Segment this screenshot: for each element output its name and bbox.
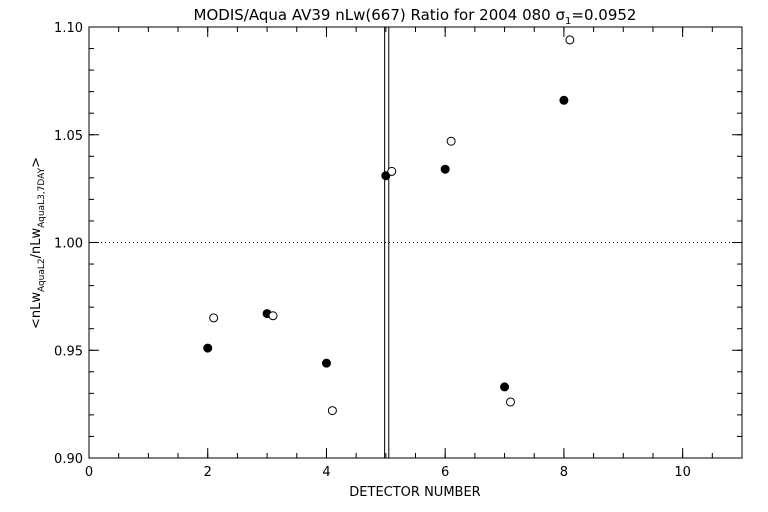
open-point bbox=[565, 35, 575, 45]
y-tick-label: 0.95 bbox=[54, 344, 83, 359]
x-tick-label: 0 bbox=[85, 465, 93, 480]
chart-title-tail: =0.0952 bbox=[571, 6, 636, 24]
y-axis-title: <nLwAquaL2/nLwAquaL3,7DAY> bbox=[29, 157, 47, 329]
y-axis-title-subscript-1: AquaL2 bbox=[37, 258, 47, 292]
filled-point bbox=[440, 164, 450, 174]
y-axis-title-subscript-2: AquaL3,7DAY bbox=[37, 167, 47, 227]
y-tick-label: 0.90 bbox=[54, 452, 83, 467]
filled-point bbox=[321, 358, 331, 368]
y-tick-label: 1.00 bbox=[54, 237, 83, 252]
open-point bbox=[327, 406, 337, 416]
plot-layer: 0 2 4 6 8 10 0.90 0.95 1.00 1.05 1.10 bbox=[54, 21, 743, 480]
y-tick-label: 1.05 bbox=[54, 129, 83, 144]
filled-point bbox=[500, 382, 510, 392]
x-tick-label: 8 bbox=[560, 465, 568, 480]
filled-point bbox=[381, 171, 391, 181]
open-point bbox=[505, 397, 515, 407]
open-point bbox=[387, 166, 397, 176]
open-point bbox=[446, 136, 456, 146]
chart-title: MODIS/Aqua AV39 nLw(667) Ratio for 2004 … bbox=[194, 6, 637, 27]
filled-point bbox=[559, 95, 569, 105]
y-tick-label: 1.10 bbox=[54, 21, 83, 36]
open-point bbox=[268, 311, 278, 321]
filled-point bbox=[203, 343, 213, 353]
x-tick-label: 10 bbox=[674, 465, 691, 480]
x-tick-label: 4 bbox=[322, 465, 330, 480]
x-axis-title: DETECTOR NUMBER bbox=[349, 485, 480, 500]
x-tick-label: 2 bbox=[204, 465, 212, 480]
chart-title-subscript: 1 bbox=[565, 16, 571, 27]
x-tick-label: 6 bbox=[441, 465, 449, 480]
open-point bbox=[209, 313, 219, 323]
